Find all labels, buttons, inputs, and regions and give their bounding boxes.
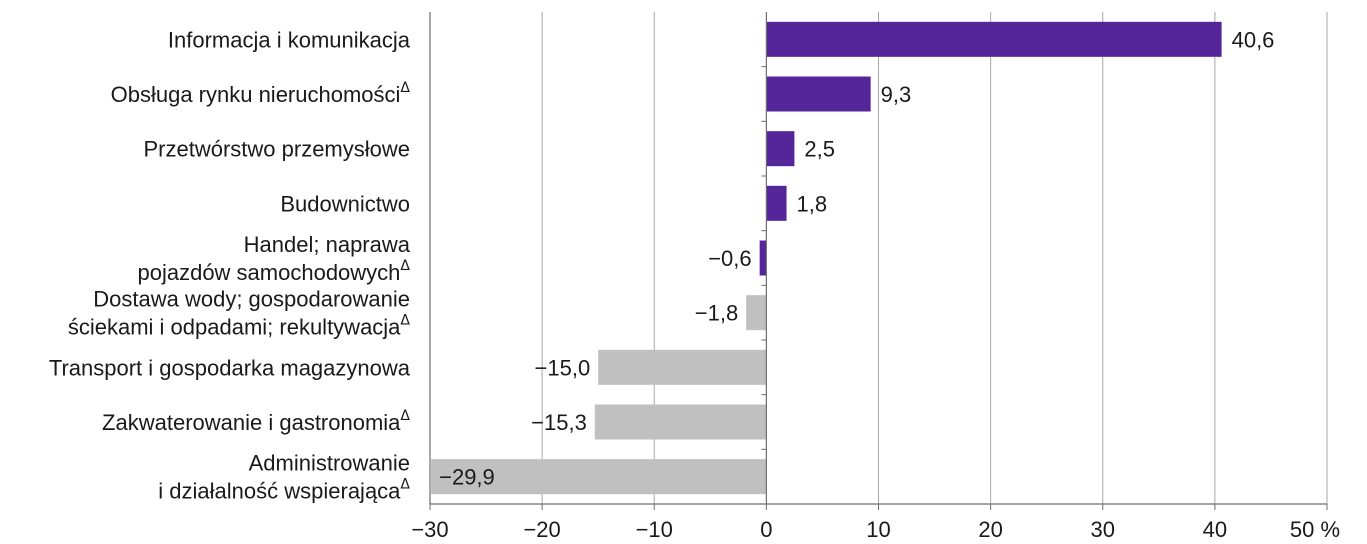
bar: [759, 240, 767, 276]
x-tick-label: 20: [978, 517, 1002, 542]
bar: [598, 349, 767, 385]
x-tick-label: −20: [523, 517, 560, 542]
delta-superscript: Δ: [400, 80, 410, 96]
category-label: Obsługa rynku nieruchomościΔ: [111, 80, 411, 107]
category-label: pojazdów samochodowychΔ: [137, 258, 410, 285]
value-label: 9,3: [881, 82, 912, 107]
bar: [746, 295, 767, 331]
value-label: −15,0: [535, 355, 591, 380]
x-tick-label: 50 %: [1290, 517, 1340, 542]
value-label: −1,8: [695, 301, 738, 326]
x-tick-label: 10: [866, 517, 890, 542]
category-label: Dostawa wody; gospodarowanie: [93, 287, 410, 312]
delta-superscript: Δ: [400, 313, 410, 329]
category-label: i działalność wspierającaΔ: [158, 477, 410, 504]
bar: [594, 404, 767, 440]
value-label: −15,3: [531, 410, 587, 435]
category-label: Przetwórstwo przemysłowe: [143, 137, 410, 162]
value-label: 40,6: [1232, 27, 1275, 52]
value-label: −0,6: [708, 246, 751, 271]
delta-superscript: Δ: [400, 477, 410, 493]
bar: [766, 76, 871, 112]
x-tick-label: −30: [411, 517, 448, 542]
category-label: Transport i gospodarka magazynowa: [49, 355, 411, 380]
x-tick-label: 40: [1203, 517, 1227, 542]
x-tick-label: 0: [760, 517, 772, 542]
category-label: Administrowanie: [249, 451, 410, 476]
bar: [766, 185, 787, 221]
category-labels: Informacja i komunikacja Obsługa rynku ni…: [49, 27, 411, 503]
category-label: Budownictwo: [280, 191, 410, 216]
gridlines: [429, 12, 1328, 504]
category-label: ściekami i odpadami; rekultywacjaΔ: [68, 313, 411, 340]
value-labels: 40,6 9,3 2,5 1,8 −0,6 −1,8 −15,0 −15,3 −29,9: [439, 27, 1274, 489]
axes: [429, 12, 1328, 510]
category-label: Zakwaterowanie i gastronomiaΔ: [102, 408, 410, 435]
category-label: Handel; naprawa: [244, 232, 411, 257]
delta-superscript: Δ: [400, 258, 410, 274]
bars: [431, 21, 1222, 495]
delta-superscript: Δ: [400, 408, 410, 424]
bar: [431, 459, 767, 495]
bar: [766, 131, 795, 167]
x-tick-label: 30: [1091, 517, 1115, 542]
value-label: −29,9: [439, 465, 495, 490]
bar: [766, 21, 1222, 57]
category-label: Informacja i komunikacja: [168, 27, 411, 52]
x-tick-labels: −30 −20 −10 0 10 20 30 40 50 %: [411, 517, 1340, 542]
value-label: 2,5: [804, 137, 835, 162]
value-label: 1,8: [797, 191, 828, 216]
x-tick-label: −10: [636, 517, 673, 542]
